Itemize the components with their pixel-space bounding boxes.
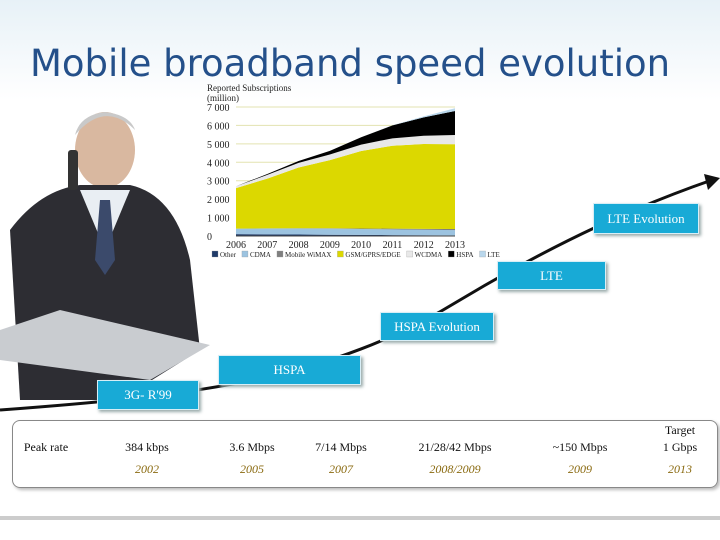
area-series [236, 228, 455, 236]
legend-label: LTE [488, 251, 500, 259]
release-year: 2008/2009 [429, 462, 481, 476]
release-year: 2005 [240, 462, 264, 476]
legend-label: Mobile WiMAX [285, 251, 331, 259]
peak-rate: 3.6 Mbps [229, 440, 275, 454]
y-tick-label: 0 [207, 232, 212, 243]
x-tick-label: 2012 [414, 240, 434, 251]
x-tick-label: 2007 [257, 240, 277, 251]
legend-label: Other [220, 251, 237, 259]
peak-rate: 7/14 Mbps [315, 440, 367, 454]
legend-label: HSPA [456, 251, 473, 259]
legend-label: CDMA [250, 251, 271, 259]
legend-swatch [211, 250, 219, 258]
release-year: 2009 [568, 462, 592, 476]
peak-rate: ~150 Mbps [552, 440, 608, 454]
slide-title: Mobile broadband speed evolution [30, 42, 671, 85]
y-tick-label: 2 000 [207, 195, 230, 206]
target-label: Target [664, 423, 696, 437]
legend-swatch [241, 250, 249, 258]
area-series [236, 144, 455, 229]
area-series [236, 228, 455, 231]
legend-swatch [337, 250, 344, 258]
x-tick-label: 2010 [351, 240, 371, 251]
stage-box: LTE [497, 261, 606, 290]
stage-box: HSPA Evolution [380, 312, 494, 341]
legend-label: GSM/GPRS/EDGE [345, 251, 400, 259]
peak-rate: 1 Gbps [662, 440, 698, 454]
header-band [0, 0, 720, 100]
legend-label: WCDMA [415, 251, 443, 259]
y-axis-label: Reported Subscriptions (million) [207, 83, 292, 103]
x-tick-label: 2009 [320, 240, 340, 251]
area-series [236, 135, 455, 189]
row-label: Peak rate [23, 440, 69, 454]
y-tick-label: 7 000 [207, 103, 230, 114]
legend-swatch [276, 250, 284, 258]
legend-swatch [406, 250, 413, 258]
y-tick-label: 1 000 [207, 214, 230, 225]
stage-box: HSPA [218, 355, 361, 385]
stage-box: LTE Evolution [593, 203, 699, 234]
person-figure [0, 112, 210, 400]
release-year: 2007 [329, 462, 353, 476]
chart: 0 1 000 2 000 3 000 4 000 5 000 6 000 7 000 2006… [207, 103, 500, 259]
x-tick-label: 2008 [289, 240, 309, 251]
legend-swatch [479, 250, 486, 258]
x-tick-label: 2006 [226, 240, 246, 251]
peak-rate: 21/28/42 Mbps [418, 440, 492, 454]
evolution-arrowhead [704, 174, 720, 190]
y-tick-label: 5 000 [207, 140, 230, 151]
x-tick-label: 2011 [383, 240, 403, 251]
area-series [236, 111, 455, 187]
stage-box: 3G- R'99 [97, 380, 199, 410]
y-tick-label: 3 000 [207, 177, 230, 188]
y-tick-label: 4 000 [207, 158, 230, 169]
y-tick-label: 6 000 [207, 121, 230, 132]
peak-rate: 384 kbps [125, 440, 169, 454]
peak-rate-table [12, 420, 718, 488]
release-year: 2013 [668, 462, 692, 476]
legend-swatch [448, 250, 455, 258]
x-tick-label: 2013 [445, 240, 465, 251]
release-year: 2002 [135, 462, 159, 476]
